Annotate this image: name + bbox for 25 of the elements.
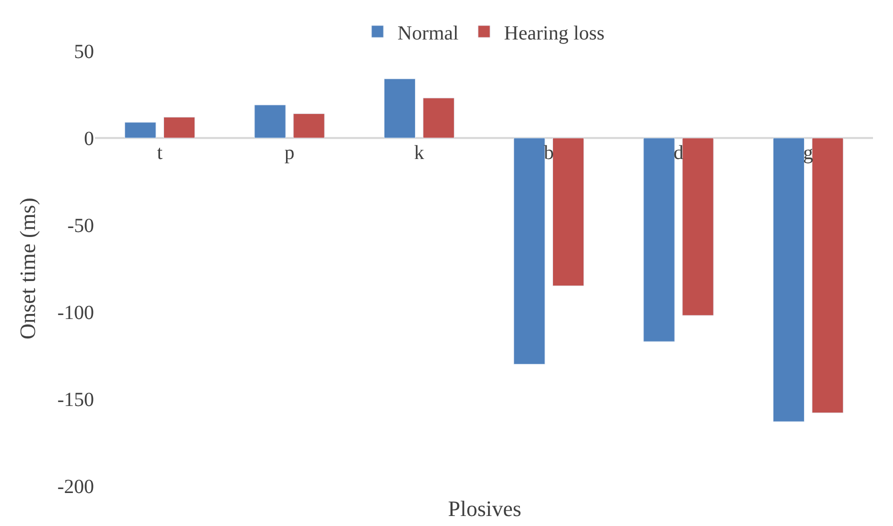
legend-label: Hearing loss xyxy=(504,22,605,44)
x-tick-label: k xyxy=(414,142,424,164)
x-tick-label: p xyxy=(284,142,294,164)
bar xyxy=(422,98,454,138)
bar xyxy=(643,138,675,342)
bar xyxy=(682,138,714,316)
bar xyxy=(772,138,805,422)
bar xyxy=(293,113,325,138)
bar xyxy=(124,122,156,138)
y-axis-title: Onset time (ms) xyxy=(15,198,40,340)
y-tick-label: 0 xyxy=(84,128,94,150)
y-tick-label: 50 xyxy=(74,41,94,63)
x-axis-title: Plosives xyxy=(448,496,522,521)
bar xyxy=(384,78,416,138)
bar xyxy=(552,138,584,286)
y-tick-label: -200 xyxy=(57,476,94,498)
y-tick-label: -50 xyxy=(67,215,94,237)
x-tick-label: t xyxy=(157,142,164,164)
legend-label: Normal xyxy=(398,22,460,44)
y-tick-label: -150 xyxy=(57,389,94,411)
bar xyxy=(163,116,196,138)
bar xyxy=(812,138,844,414)
y-tick-label: -100 xyxy=(57,302,94,324)
bar xyxy=(514,138,546,364)
bar xyxy=(254,104,286,138)
